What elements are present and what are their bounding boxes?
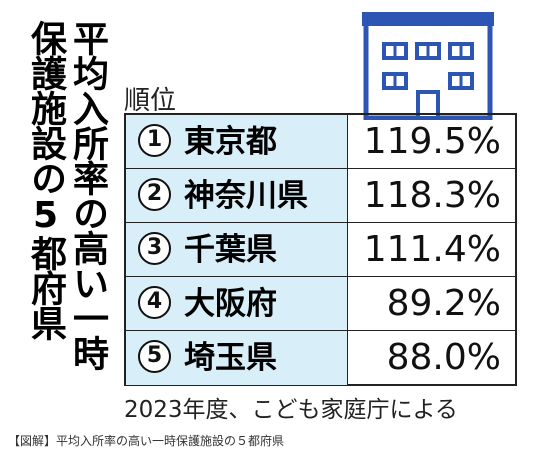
prefecture-name: 大阪府 — [184, 286, 277, 322]
figure-caption: 【図解】平均入所率の高い一時保護施設の５都府県 — [8, 434, 285, 448]
occupancy-rate: 89.2% — [386, 283, 501, 324]
occupancy-rate: 118.3% — [363, 175, 501, 216]
table-row: 5 埼玉県 88.0% — [126, 331, 515, 385]
ranking-table: 1 東京都 119.5% 2 神奈川県 118.3% 3 千葉県 111.4% … — [124, 113, 517, 386]
prefecture-cell: 2 神奈川県 — [126, 169, 348, 222]
source-note: 2023年度、こども家庭庁による — [124, 397, 458, 423]
rank-badge: 2 — [138, 178, 171, 211]
prefecture-cell: 4 大阪府 — [126, 277, 348, 330]
table-row: 4 大阪府 89.2% — [126, 277, 515, 331]
rank-badge: 3 — [138, 232, 171, 265]
prefecture-cell: 5 埼玉県 — [126, 331, 348, 385]
rank-badge: 4 — [138, 286, 171, 319]
prefecture-name: 埼玉県 — [184, 340, 277, 376]
occupancy-rate: 119.5% — [363, 121, 501, 162]
table-row: 1 東京都 119.5% — [126, 115, 515, 169]
rank-badge: 5 — [138, 340, 171, 373]
occupancy-rate: 111.4% — [363, 229, 501, 270]
prefecture-cell: 1 東京都 — [126, 115, 348, 168]
prefecture-name: 千葉県 — [184, 232, 277, 268]
table-row: 3 千葉県 111.4% — [126, 223, 515, 277]
table-row: 2 神奈川県 118.3% — [126, 169, 515, 223]
rank-badge: 1 — [138, 124, 171, 157]
prefecture-name: 神奈川県 — [184, 178, 308, 214]
title-line-2: 保護施設の5都府県 — [25, 20, 66, 340]
building-icon — [362, 12, 494, 120]
prefecture-name: 東京都 — [184, 124, 277, 160]
rank-header: 順位 — [124, 86, 177, 116]
title-line-1: 平均入所率の高い一時 — [67, 20, 108, 370]
prefecture-cell: 3 千葉県 — [126, 223, 348, 276]
occupancy-rate: 88.0% — [386, 337, 501, 378]
